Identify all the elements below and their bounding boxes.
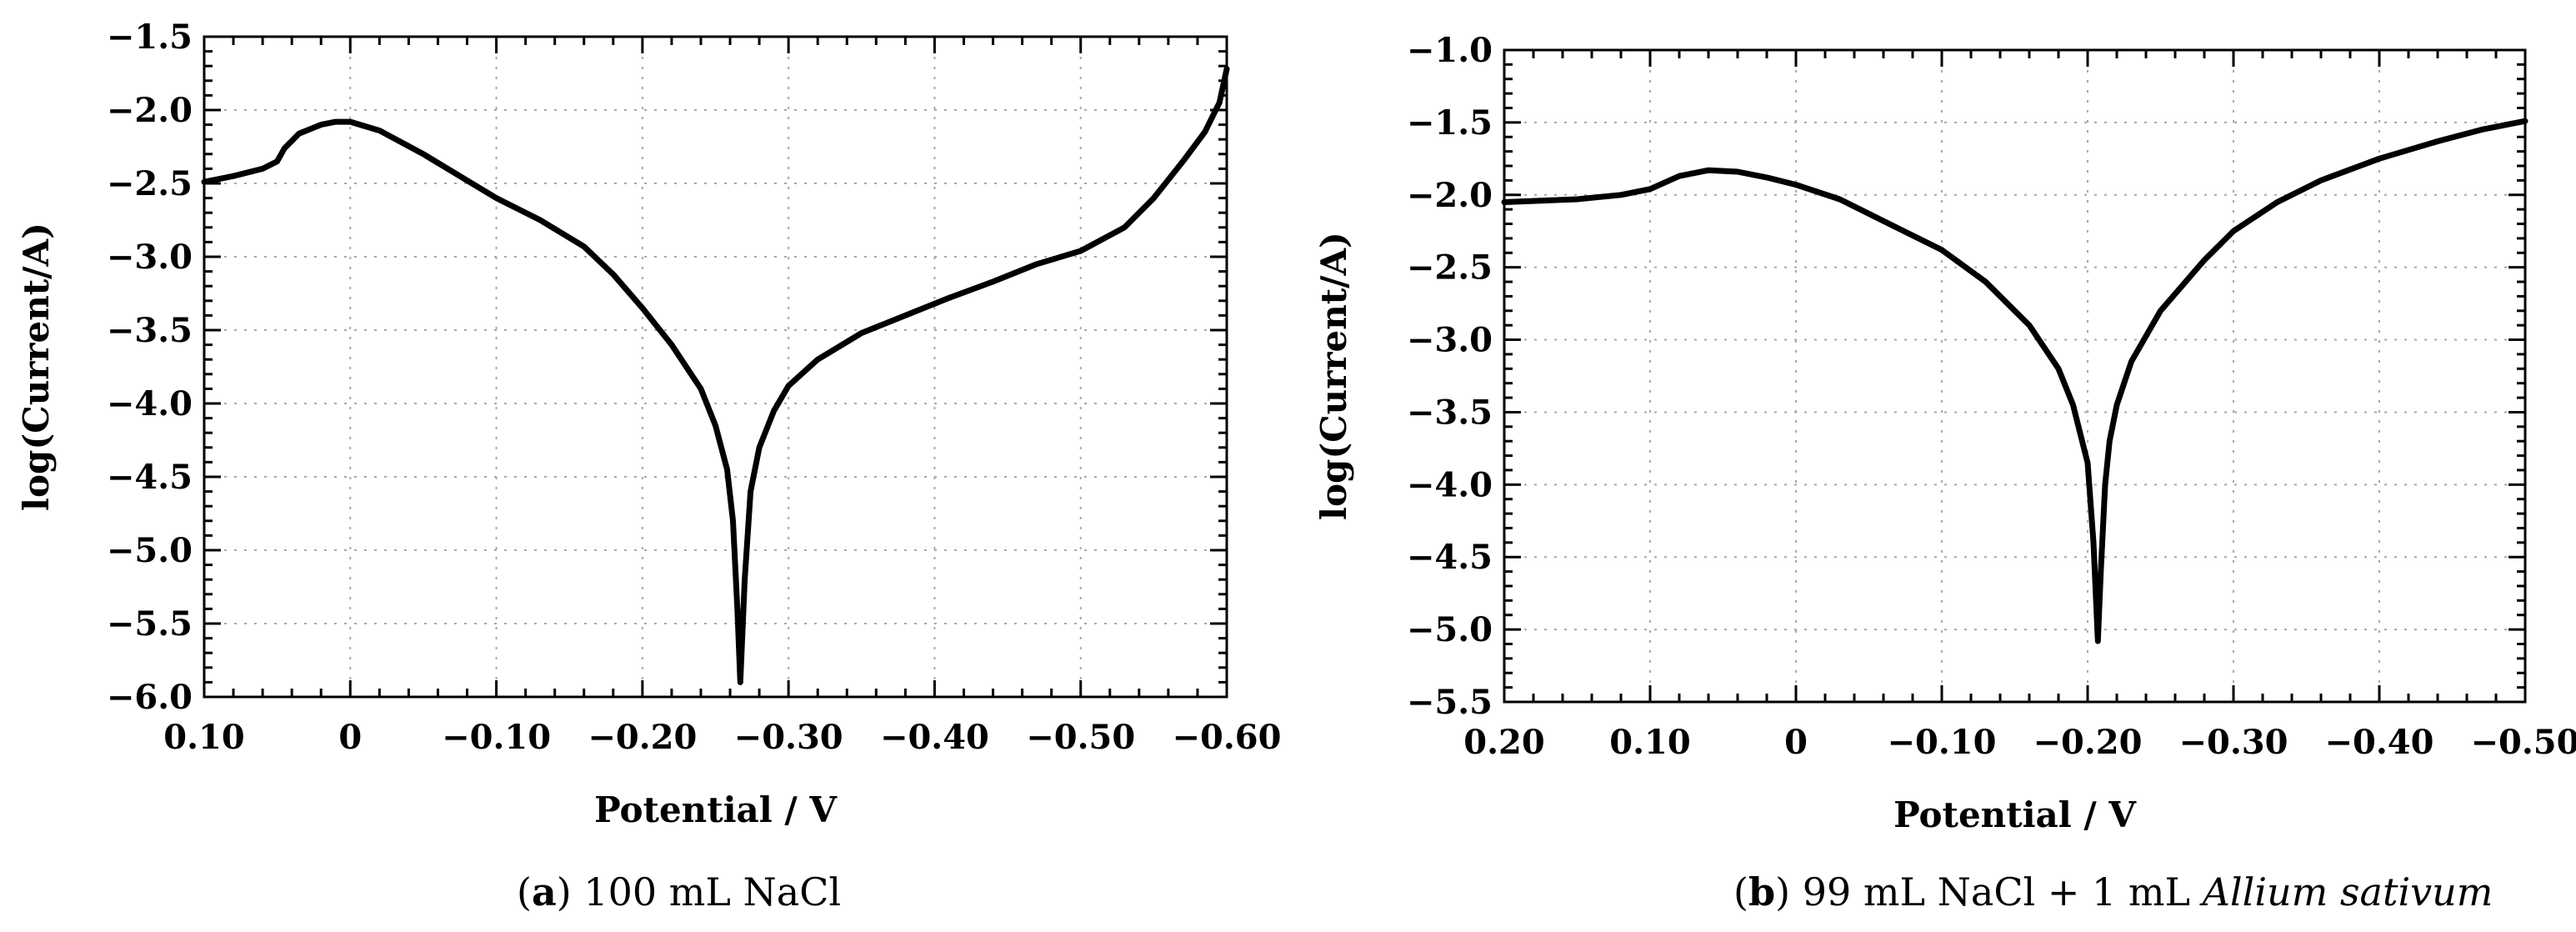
y-axis-title: log(Current/A) xyxy=(1313,232,1354,520)
y-tick-label: −4.0 xyxy=(107,384,193,423)
x-tick-label: −0.40 xyxy=(2325,723,2434,762)
polarization-curve xyxy=(201,66,1230,685)
y-tick-label: −4.5 xyxy=(1407,538,1493,577)
caption-text: 99 mL NaCl + 1 mL xyxy=(1790,869,2203,914)
panel-caption: (b) 99 mL NaCl + 1 mL Allium sativum xyxy=(1733,869,2493,914)
y-tick-label: −6.0 xyxy=(107,678,193,717)
x-tick-label: −0.10 xyxy=(1888,723,1997,762)
plot-frame xyxy=(1503,48,2527,704)
y-tick-label: −3.5 xyxy=(1407,393,1493,432)
caption-paren-close: ) xyxy=(557,869,572,914)
x-tick-label: 0 xyxy=(1784,723,1808,762)
caption-paren-open: ( xyxy=(1733,869,1748,914)
x-tick-label: −0.50 xyxy=(2471,723,2576,762)
x-tick-label: 0 xyxy=(338,718,362,757)
caption-letter: b xyxy=(1748,869,1775,914)
x-axis-title: Potential / V xyxy=(594,789,838,830)
y-tick-label: −2.5 xyxy=(107,164,193,203)
y-tick-label: −4.0 xyxy=(1407,465,1493,504)
caption-paren-close: ) xyxy=(1775,869,1790,914)
panel-caption: (a) 100 mL NaCl xyxy=(517,869,841,914)
y-axis-title: log(Current/A) xyxy=(16,223,57,511)
y-tick-label: −5.0 xyxy=(1407,610,1493,649)
y-tick-label: −3.0 xyxy=(107,238,193,277)
y-tick-label: −2.0 xyxy=(1407,176,1493,215)
x-tick-label: −0.20 xyxy=(588,718,697,757)
y-tick-label: −2.5 xyxy=(1407,248,1493,288)
y-tick-label: −4.5 xyxy=(107,458,193,497)
panel-b: 0.20 0.10 0 −0.10 −0.20 −0.30 −0.40 −0.50 −1.0 −1… xyxy=(1313,31,2576,914)
panel-a: 0.10 0 −0.10 −0.20 −0.30 −0.40 −0.50 −0.60 −1.5 −… xyxy=(16,18,1281,914)
x-tick-label: 0.10 xyxy=(1609,723,1690,762)
x-tick-label: 0.10 xyxy=(163,718,244,757)
y-tick-label: −5.5 xyxy=(1407,683,1493,722)
y-tick-label: −2.0 xyxy=(107,91,193,130)
caption-paren-open: ( xyxy=(517,869,532,914)
y-tick-label: −5.0 xyxy=(107,531,193,570)
x-tick-label: −0.50 xyxy=(1026,718,1135,757)
y-tick-label: −3.5 xyxy=(107,311,193,350)
y-tick-label: −1.5 xyxy=(1407,103,1493,143)
x-tick-label: −0.10 xyxy=(442,718,551,757)
y-tick-label: −5.5 xyxy=(107,604,193,644)
x-tick-label: −0.30 xyxy=(2179,723,2288,762)
x-tick-label: 0.20 xyxy=(1463,723,1544,762)
y-tick-label: −1.0 xyxy=(1407,31,1493,70)
x-axis-title: Potential / V xyxy=(1893,794,2137,835)
x-tick-label: −0.30 xyxy=(734,718,843,757)
y-tick-label: −1.5 xyxy=(107,18,193,57)
plot-frame xyxy=(203,35,1228,699)
caption-italic-text: Allium sativum xyxy=(2199,869,2493,914)
caption-letter: a xyxy=(532,869,557,914)
x-tick-label: −0.60 xyxy=(1173,718,1282,757)
x-tick-label: −0.40 xyxy=(880,718,989,757)
x-tick-label: −0.20 xyxy=(2033,723,2143,762)
caption-text: 100 mL NaCl xyxy=(572,869,841,914)
y-tick-label: −3.0 xyxy=(1407,321,1493,360)
polarization-curve xyxy=(1501,118,2528,644)
